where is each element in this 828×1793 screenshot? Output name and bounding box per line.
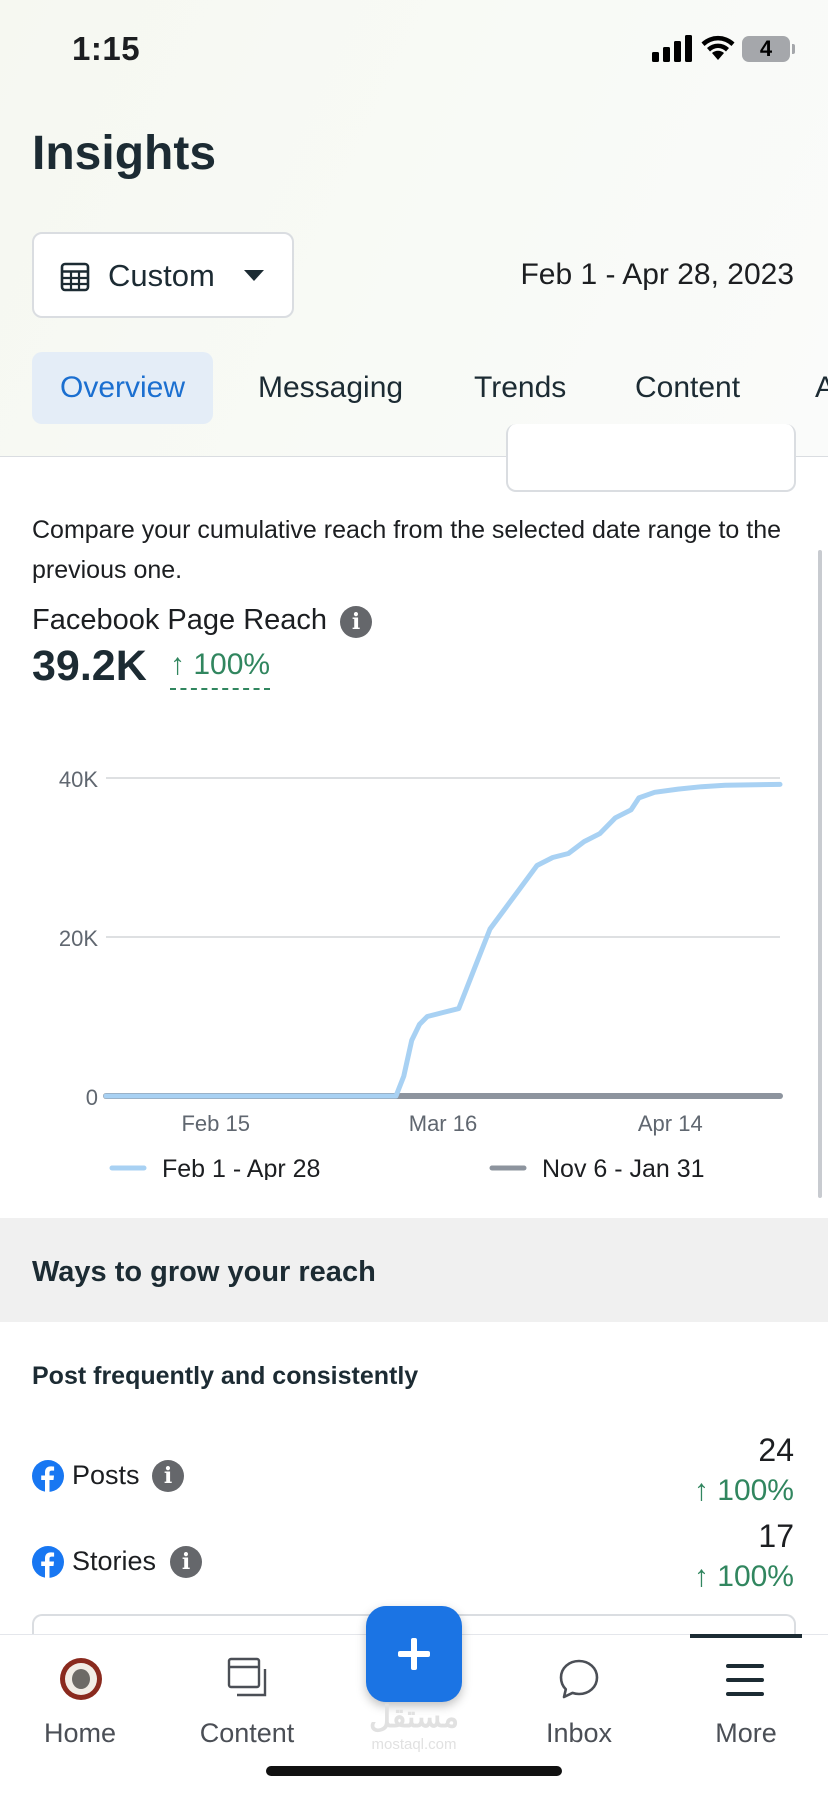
metric-change[interactable]: ↑ 100% — [170, 648, 271, 690]
scrollbar[interactable] — [818, 550, 822, 1198]
reach-description: Compare your cumulative reach from the s… — [32, 516, 782, 584]
nav-inbox[interactable]: Inbox — [545, 1718, 613, 1748]
watermark: مستقل — [369, 1701, 459, 1734]
nav-home[interactable]: Home — [43, 1718, 117, 1748]
row-change-posts: ↑ 100% — [693, 1474, 794, 1507]
status-time: 1:15 — [72, 30, 141, 67]
legend-label: Nov 6 - Jan 31 — [542, 1155, 705, 1180]
tab-more-cut[interactable]: A — [815, 371, 828, 404]
row-value-stories: 17 — [758, 1518, 794, 1554]
ways-title: Ways to grow your reach — [32, 1256, 376, 1288]
tab-content[interactable]: Content — [635, 371, 741, 404]
calendar-icon — [60, 262, 90, 292]
metric-value: 39.2K — [32, 642, 147, 690]
legend-label: Feb 1 - Apr 28 — [162, 1155, 320, 1180]
battery-level: 4 — [759, 36, 773, 61]
plus-icon — [398, 1638, 430, 1670]
info-icon[interactable]: i — [170, 1546, 202, 1578]
active-indicator — [690, 1634, 802, 1638]
signal-icon — [652, 35, 692, 62]
nav-more[interactable]: More — [715, 1718, 777, 1748]
info-icon[interactable]: i — [152, 1460, 184, 1492]
info-icon[interactable]: i — [340, 606, 372, 638]
date-range-dropdown[interactable]: Custom — [32, 232, 294, 318]
tab-trends[interactable]: Trends — [474, 371, 567, 404]
reach-chart: 40K 20K 0 Feb 15 Mar 16 Apr 14 Feb 1 - Apr 28 N… — [59, 767, 783, 1180]
ways-header-band — [0, 1218, 828, 1322]
y-tick-label: 0 — [86, 1085, 98, 1110]
battery-tip — [792, 44, 795, 54]
x-tick-label: Apr 14 — [638, 1111, 703, 1136]
watermark-sub: mostaql.com — [371, 1736, 457, 1753]
nav-content[interactable]: Content — [199, 1718, 295, 1748]
ways-subtitle: Post frequently and consistently — [32, 1362, 419, 1390]
chat-bubble-icon[interactable] — [558, 1658, 600, 1700]
tab-messaging[interactable]: Messaging — [258, 371, 404, 404]
create-button[interactable] — [366, 1606, 462, 1702]
x-tick-label: Feb 15 — [181, 1111, 250, 1136]
page-title: Insights — [32, 127, 217, 180]
tab-overview[interactable]: Overview — [32, 352, 214, 424]
caret-down-icon — [244, 270, 264, 281]
y-tick-label: 20K — [59, 926, 98, 951]
row-value-posts: 24 — [758, 1432, 794, 1468]
metric-label: Facebook Page Reach — [32, 604, 328, 636]
row-label-posts: Posts — [72, 1460, 140, 1490]
row-label-stories: Stories — [72, 1546, 157, 1576]
row-change-stories: ↑ 100% — [693, 1560, 794, 1593]
hamburger-icon[interactable] — [724, 1660, 766, 1700]
wifi-icon — [701, 35, 735, 60]
avatar[interactable] — [60, 1658, 102, 1700]
home-indicator — [266, 1766, 562, 1776]
content-icon[interactable] — [226, 1656, 268, 1698]
platform-selector[interactable] — [506, 424, 796, 492]
selected-date-range: Feb 1 - Apr 28, 2023 — [520, 258, 794, 291]
date-range-dropdown-label: Custom — [108, 258, 215, 293]
series-line — [103, 781, 783, 1099]
battery-icon: 4 — [742, 36, 790, 62]
facebook-icon — [32, 1546, 64, 1578]
facebook-icon — [32, 1460, 64, 1492]
y-tick-label: 40K — [59, 767, 98, 792]
x-tick-label: Mar 16 — [409, 1111, 477, 1136]
